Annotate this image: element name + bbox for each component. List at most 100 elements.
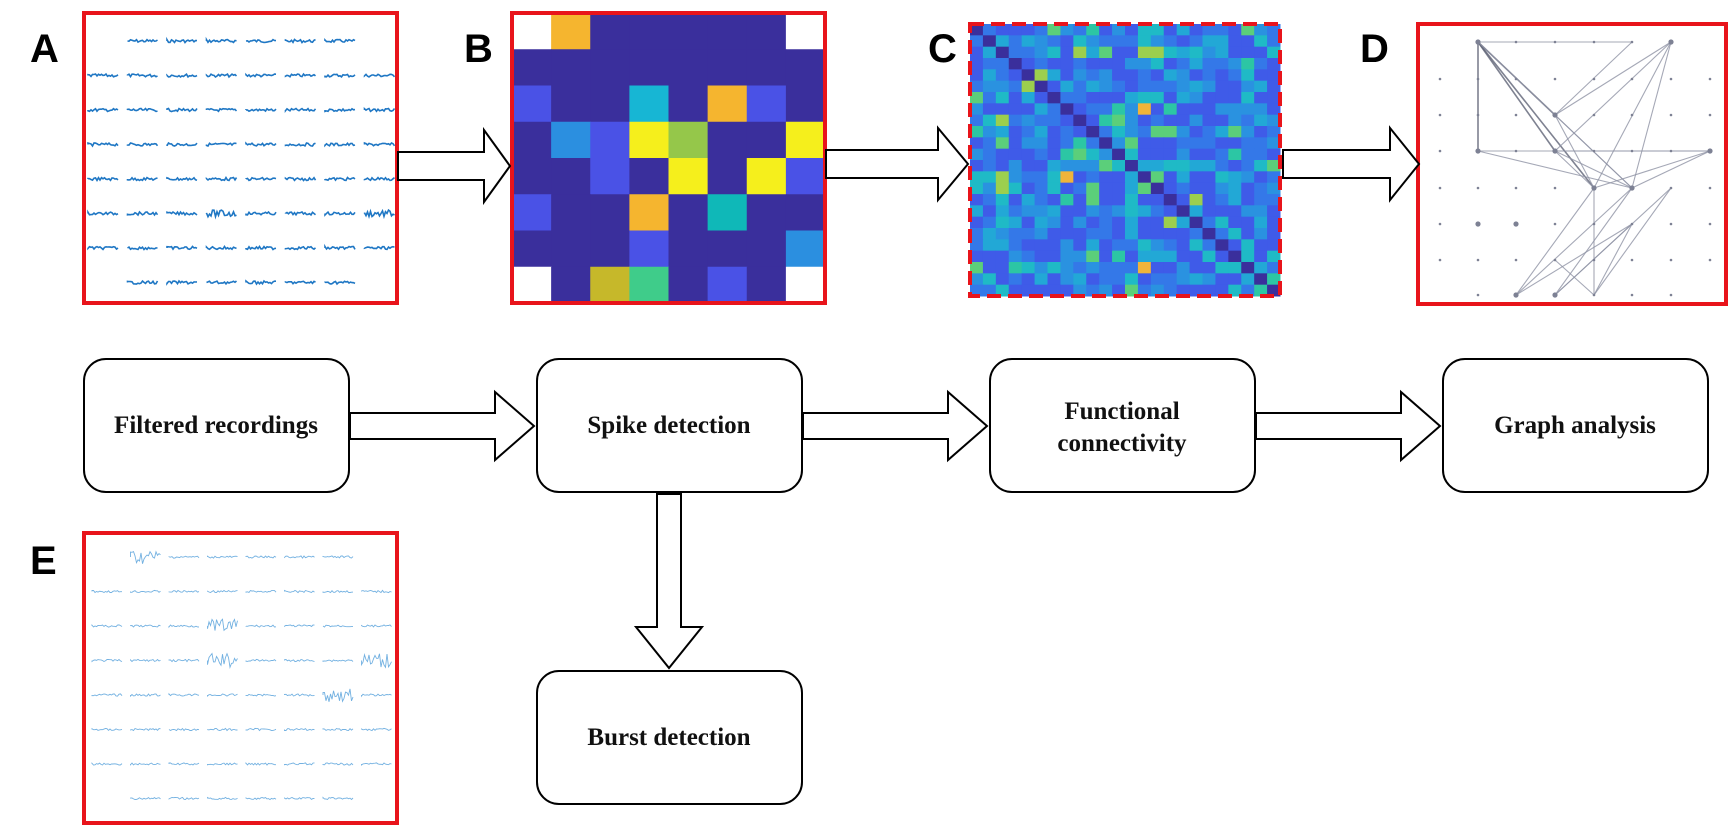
matrix-cell [1202, 24, 1216, 36]
graph-node [1513, 292, 1519, 298]
matrix-cell [1254, 126, 1268, 138]
panel-letter-b: B [464, 27, 493, 71]
matrix-cell [1112, 58, 1126, 70]
heatmap-cell [785, 13, 826, 50]
matrix-cell [995, 126, 1010, 138]
channel-trace [205, 73, 238, 79]
burst-trace [361, 653, 392, 669]
heatmap-cell [590, 121, 630, 159]
heatmap-cell [551, 85, 591, 123]
matrix-cell [1021, 24, 1036, 36]
matrix-cell [1073, 160, 1087, 172]
heatmap-cell [551, 194, 591, 232]
matrix-cell [1241, 262, 1255, 274]
matrix-cell [1008, 69, 1023, 82]
matrix-cell [1176, 58, 1191, 70]
matrix-cell [1125, 114, 1139, 127]
matrix-cell [1112, 69, 1126, 82]
graph-edge [1515, 223, 1633, 296]
matrix-cell [982, 273, 997, 286]
matrix-cell [1254, 46, 1268, 59]
panel-c-matrix-cells [970, 24, 1281, 297]
matrix-cell [1086, 58, 1100, 70]
heatmap-cell [551, 121, 591, 159]
channel-trace [284, 107, 317, 114]
matrix-cell [1163, 92, 1178, 104]
matrix-cell [1086, 46, 1100, 59]
matrix-cell [1060, 126, 1074, 138]
matrix-cell [1189, 160, 1203, 172]
burst-trace [322, 555, 354, 559]
matrix-cell [1008, 80, 1023, 93]
matrix-cell [1176, 126, 1191, 138]
heatmap-cell [590, 230, 630, 268]
matrix-cell [1163, 35, 1178, 48]
matrix-cell [1086, 171, 1100, 184]
matrix-cell [1150, 92, 1165, 104]
heatmap-cell [746, 230, 787, 268]
matrix-cell [1073, 273, 1087, 286]
matrix-cell [1267, 126, 1281, 138]
channel-trace [166, 141, 198, 147]
heatmap-cell [785, 194, 826, 232]
matrix-cell [1254, 92, 1268, 104]
channel-trace [206, 280, 238, 286]
graph-node [1438, 77, 1442, 81]
matrix-cell [1008, 171, 1023, 184]
matrix-cell [1189, 194, 1203, 206]
matrix-cell [995, 69, 1010, 82]
matrix-cell [1060, 194, 1074, 206]
graph-node [1514, 258, 1518, 262]
step-label: Filtered recordings [114, 412, 318, 439]
graph-node [1592, 293, 1596, 297]
matrix-cell [1099, 284, 1113, 297]
matrix-cell [1099, 205, 1113, 218]
graph-node [1591, 185, 1597, 191]
matrix-cell [1228, 46, 1242, 59]
matrix-cell [1150, 216, 1165, 229]
matrix-cell [1086, 239, 1100, 252]
matrix-cell [1086, 273, 1100, 286]
right-arrow-icon [802, 389, 989, 463]
matrix-cell [982, 114, 997, 127]
panel-letter-c: C [928, 27, 957, 71]
matrix-cell [1241, 182, 1255, 195]
matrix-cell [970, 24, 984, 36]
burst-trace [130, 658, 161, 663]
heatmap-cell [785, 266, 826, 304]
matrix-cell [1086, 103, 1100, 116]
matrix-cell [1254, 262, 1268, 274]
heatmap-cell [707, 158, 748, 195]
matrix-cell [1099, 58, 1113, 70]
matrix-cell [1047, 273, 1061, 286]
channel-trace [127, 246, 158, 251]
burst-trace [322, 796, 354, 801]
matrix-cell [1176, 24, 1191, 36]
burst-trace [168, 692, 200, 697]
matrix-cell [1189, 69, 1203, 82]
matrix-cell [1215, 262, 1229, 274]
matrix-cell [1163, 262, 1178, 274]
channel-trace [166, 279, 198, 286]
matrix-cell [1034, 239, 1048, 252]
matrix-cell [1137, 160, 1152, 172]
burst-trace [361, 762, 392, 766]
graph-node [1476, 293, 1480, 297]
matrix-cell [982, 171, 997, 184]
matrix-cell [1008, 92, 1023, 104]
matrix-cell [1112, 216, 1126, 229]
matrix-cell [970, 92, 984, 104]
matrix-cell [1228, 273, 1242, 286]
graph-node [1438, 258, 1442, 262]
graph-node [1592, 258, 1596, 262]
heatmap-cell [512, 49, 552, 87]
matrix-cell [1073, 24, 1087, 36]
matrix-cell [970, 171, 984, 184]
matrix-cell [1125, 126, 1139, 138]
matrix-cell [1150, 160, 1165, 172]
matrix-cell [1215, 126, 1229, 138]
matrix-cell [1034, 58, 1048, 70]
matrix-cell [1137, 273, 1152, 286]
matrix-cell [1073, 80, 1087, 93]
matrix-cell [1021, 171, 1036, 184]
